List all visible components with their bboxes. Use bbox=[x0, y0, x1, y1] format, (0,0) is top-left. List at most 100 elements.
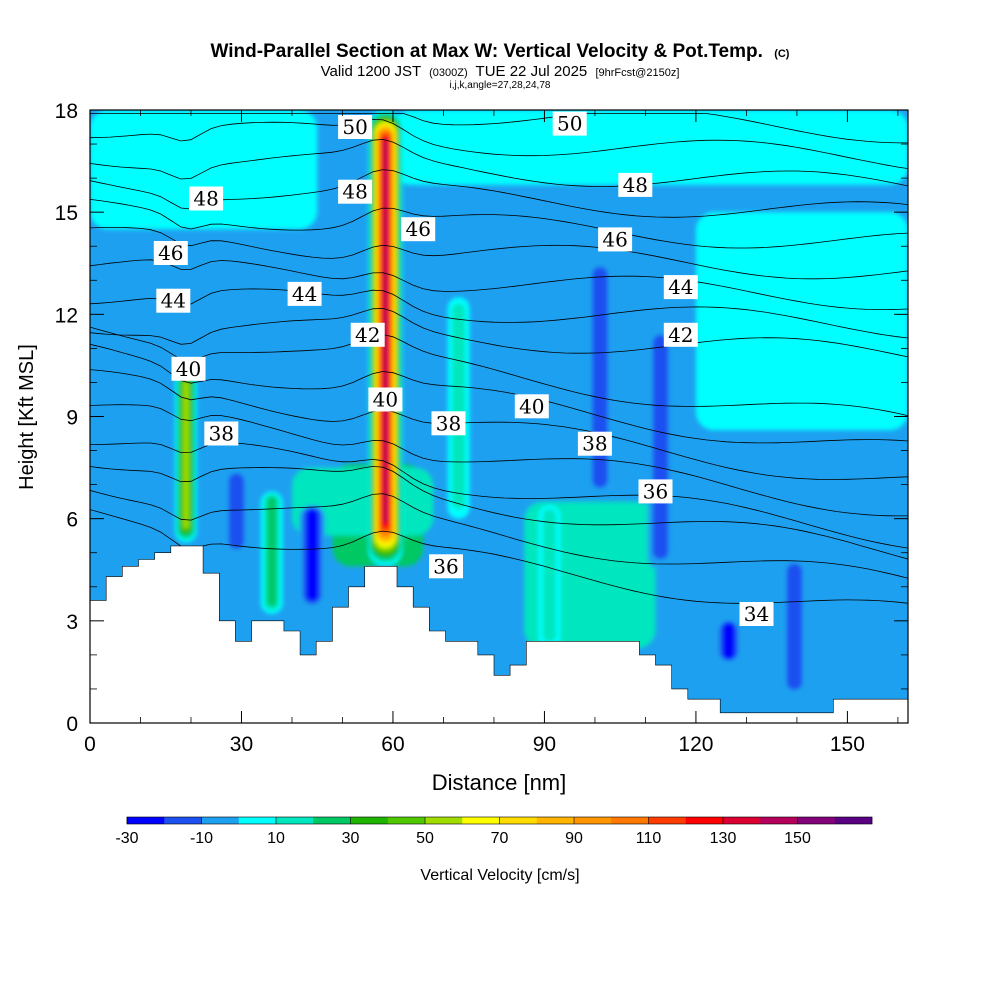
contour-label-box bbox=[338, 179, 373, 204]
colorbar-swatch bbox=[387, 817, 426, 824]
colorbar-swatch bbox=[834, 817, 873, 824]
contour-label-text: 48 bbox=[342, 180, 367, 204]
updraft-band bbox=[452, 303, 466, 510]
x-tick-label: 60 bbox=[381, 733, 404, 756]
colorbar-swatch bbox=[164, 817, 202, 824]
colorbar-swatch bbox=[350, 817, 389, 824]
y-tick-label: 15 bbox=[55, 202, 78, 225]
grid-indices: i,j,k,angle=27,28,24,78 bbox=[450, 80, 551, 91]
contour-label-box bbox=[598, 227, 633, 252]
colorbar-swatch bbox=[611, 817, 649, 824]
colorbar-tick-label: 10 bbox=[267, 830, 285, 847]
x-tick-label: 120 bbox=[678, 733, 713, 756]
updraft-core bbox=[174, 372, 197, 543]
contour-label: 36 bbox=[429, 554, 463, 579]
contour-label-box bbox=[552, 111, 587, 136]
downdraft-band bbox=[652, 334, 669, 560]
downdraft-band bbox=[228, 473, 245, 550]
x-tick-label: 30 bbox=[230, 733, 253, 756]
colorbar-swatch bbox=[648, 817, 687, 824]
isentrope-39 bbox=[90, 369, 908, 480]
colorbar-swatch bbox=[536, 817, 575, 824]
downdraft-core bbox=[586, 259, 613, 499]
colorbar-tick-label: 30 bbox=[342, 830, 360, 847]
updraft-core bbox=[447, 297, 470, 519]
updraft-band bbox=[542, 509, 557, 642]
contour-label-box bbox=[189, 186, 224, 211]
contour-label: 42 bbox=[663, 322, 698, 347]
y-axis-label: Height [Kft MSL] bbox=[16, 344, 38, 490]
contour-label-text: 46 bbox=[405, 217, 430, 241]
colorbar-tick-label: -30 bbox=[115, 830, 138, 847]
colorbar-tick-label: 70 bbox=[491, 830, 509, 847]
contour-label-text: 48 bbox=[623, 173, 648, 197]
contour-label: 38 bbox=[431, 411, 466, 436]
ambient-zone bbox=[392, 110, 908, 185]
isentrope-49 bbox=[90, 118, 908, 169]
isentrope-47 bbox=[90, 169, 908, 218]
y-tick-label: 0 bbox=[66, 713, 78, 736]
updraft-core bbox=[260, 491, 283, 615]
contour-label-text: 44 bbox=[668, 275, 693, 299]
contour-label-box bbox=[638, 479, 673, 504]
contour-label-box bbox=[350, 322, 385, 347]
colorbar-tick-label: 130 bbox=[710, 830, 737, 847]
contour-label-box bbox=[204, 421, 239, 446]
isentrope-43 bbox=[90, 288, 908, 339]
isentrope-38 bbox=[90, 404, 908, 517]
isentrope-35 bbox=[90, 490, 908, 579]
colorbar-swatch bbox=[797, 817, 836, 824]
colorbar-swatch bbox=[238, 817, 277, 824]
downdraft-core bbox=[715, 620, 742, 662]
x-tick-label: 150 bbox=[830, 733, 865, 756]
contour-label-box bbox=[401, 217, 436, 242]
contour-label: 44 bbox=[156, 288, 191, 313]
contour-label-text: 40 bbox=[519, 394, 544, 418]
updraft-band bbox=[183, 381, 189, 529]
colorbar-swatch bbox=[499, 817, 538, 824]
contour-label-box bbox=[577, 431, 612, 456]
isentrope-50 bbox=[90, 113, 908, 144]
colorbar-swatch bbox=[425, 817, 463, 824]
colorbar-swatch bbox=[276, 817, 314, 824]
updraft-core bbox=[368, 110, 403, 567]
contour-label-box bbox=[663, 275, 698, 300]
contour-label: 48 bbox=[618, 172, 653, 197]
contour-label: 46 bbox=[598, 227, 633, 252]
contour-label-box bbox=[156, 288, 191, 313]
downdraft-band bbox=[306, 509, 318, 601]
y-tick-label: 12 bbox=[55, 304, 78, 327]
contour-label-text: 46 bbox=[158, 241, 183, 265]
contour-label-text: 36 bbox=[433, 554, 458, 578]
contour-label-text: 40 bbox=[176, 357, 201, 381]
colorbar-swatch bbox=[760, 817, 798, 824]
contour-label-box bbox=[618, 172, 653, 197]
isentrope-46 bbox=[90, 199, 908, 249]
colorbar-tick-label: 150 bbox=[784, 830, 811, 847]
colorbar-label: Vertical Velocity [cm/s] bbox=[420, 867, 579, 884]
ambient-zone bbox=[90, 110, 318, 230]
isentrope-48 bbox=[90, 138, 908, 187]
colorbar-tick-label: 90 bbox=[565, 830, 583, 847]
terrain-mask bbox=[90, 545, 908, 723]
plot-area: 50 50 48 48 48 46 46 46 44 44 44 42 42 40 40 40 38 38 38 36… bbox=[90, 110, 908, 723]
contour-label: 48 bbox=[338, 179, 373, 204]
contour-label: 44 bbox=[287, 281, 322, 306]
colorbar-swatch bbox=[127, 817, 165, 824]
contour-label: 50 bbox=[338, 115, 373, 139]
ambient-zone bbox=[695, 212, 908, 431]
isentrope-45 bbox=[90, 227, 908, 280]
contour-label: 40 bbox=[514, 394, 549, 419]
colorbar-swatch bbox=[574, 817, 612, 824]
contour-label: 46 bbox=[153, 241, 188, 265]
updraft-core bbox=[538, 505, 561, 649]
x-tick-label: 90 bbox=[533, 733, 556, 756]
x-axis-label: Distance [nm] bbox=[432, 770, 567, 795]
velocity-field bbox=[90, 110, 908, 696]
contour-label: 40 bbox=[171, 356, 206, 381]
updraft-band bbox=[383, 139, 388, 522]
y-tick-label: 9 bbox=[66, 407, 78, 430]
downdraft-core bbox=[223, 470, 250, 553]
